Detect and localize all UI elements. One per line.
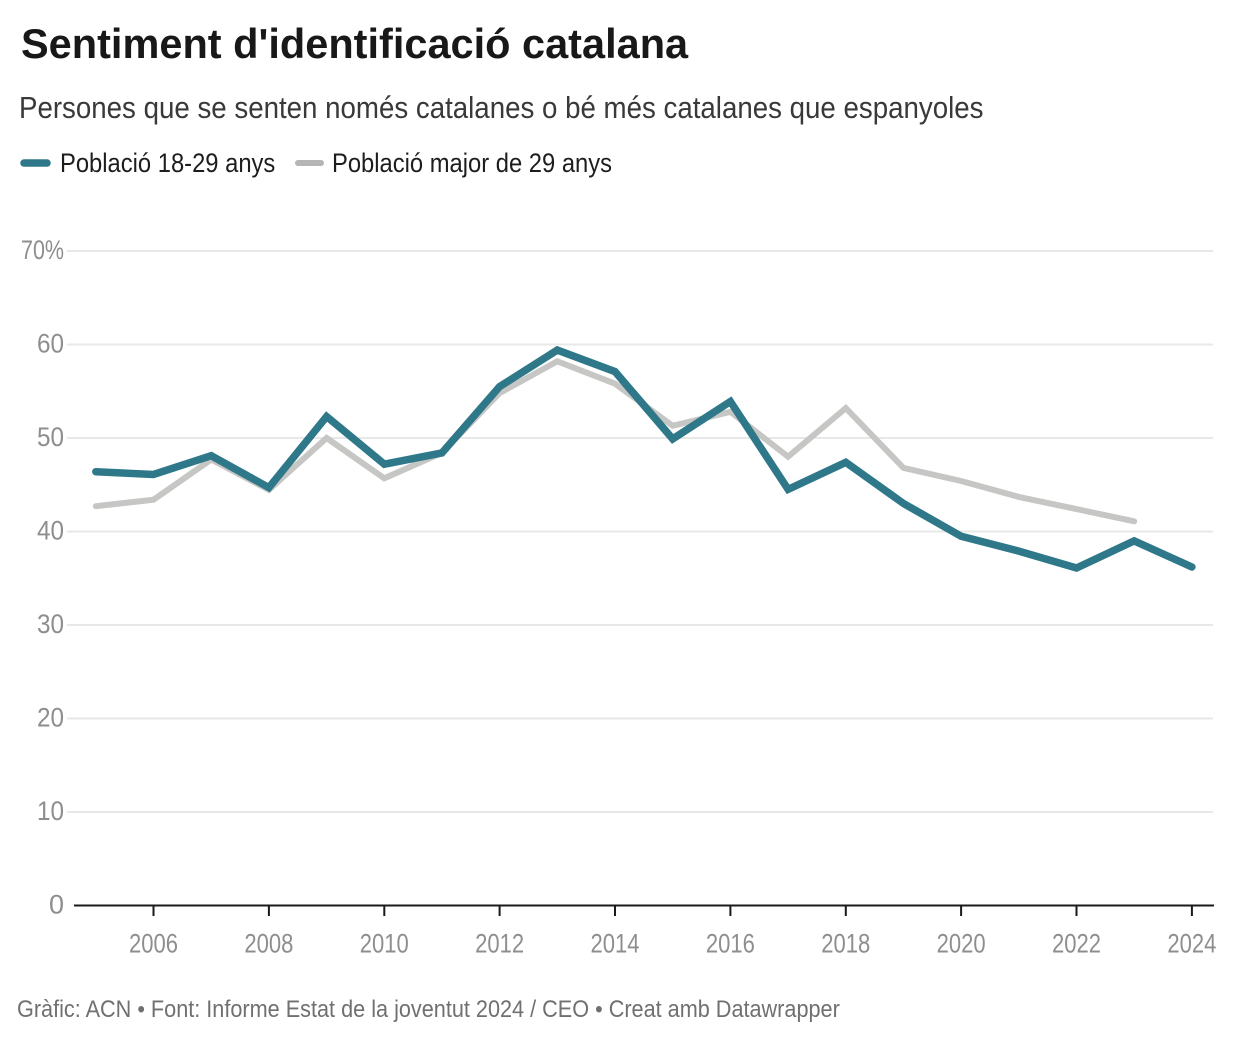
svg-text:50: 50 — [37, 422, 64, 452]
svg-text:2010: 2010 — [360, 929, 409, 959]
svg-text:2016: 2016 — [706, 929, 755, 959]
svg-text:30: 30 — [37, 609, 64, 639]
svg-text:40: 40 — [37, 516, 64, 546]
svg-text:2012: 2012 — [475, 929, 524, 959]
svg-text:2006: 2006 — [129, 929, 178, 959]
svg-text:2014: 2014 — [591, 929, 640, 959]
svg-text:2022: 2022 — [1052, 929, 1101, 959]
svg-text:2020: 2020 — [937, 929, 986, 959]
svg-text:0: 0 — [49, 890, 64, 920]
svg-text:2024: 2024 — [1167, 929, 1216, 959]
svg-text:2018: 2018 — [821, 929, 870, 959]
svg-text:60: 60 — [37, 329, 64, 359]
svg-text:70%: 70% — [21, 235, 64, 265]
svg-text:10: 10 — [37, 796, 64, 826]
svg-text:2008: 2008 — [244, 929, 293, 959]
svg-text:20: 20 — [37, 703, 64, 733]
